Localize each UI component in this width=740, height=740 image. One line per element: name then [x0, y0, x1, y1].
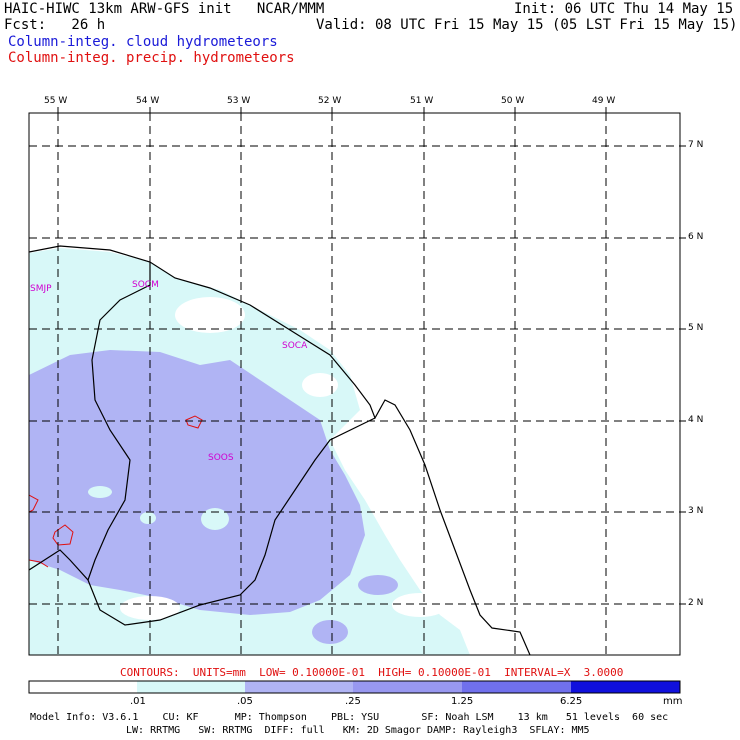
lon-label: 50 W: [501, 96, 525, 106]
colorbar-tick: .25: [345, 696, 361, 707]
precip-contour: [29, 559, 49, 568]
lon-label: 51 W: [410, 96, 434, 106]
lat-label: 2 N: [688, 598, 704, 608]
cloud-hole: [88, 486, 112, 498]
model-info-line1: Model Info: V3.6.1 CU: KF MP: Thompson P…: [30, 712, 669, 723]
cloud-hole: [140, 512, 156, 524]
station-label: SOCM: [132, 280, 159, 290]
field-cloud-label: Column-integ. cloud hydrometeors: [8, 34, 278, 50]
lat-label: 3 N: [688, 506, 704, 516]
lon-label: 55 W: [44, 96, 68, 106]
field-precip-label: Column-integ. precip. hydrometeors: [8, 50, 295, 66]
cloud-light-patch: [312, 620, 348, 644]
model-title: HAIC-HIWC 13km ARW-GFS init NCAR/MMM: [4, 1, 325, 17]
border: [87, 262, 151, 581]
lat-label: 6 N: [688, 232, 704, 242]
clear-patch: [175, 297, 245, 333]
station-label: SOCA: [282, 341, 308, 351]
station-label: SMJP: [30, 284, 52, 294]
lat-label: 5 N: [688, 323, 704, 333]
colorbar: [28, 680, 681, 694]
valid-time: Valid: 08 UTC Fri 15 May 15 (05 LST Fri …: [316, 17, 738, 33]
lon-label: 49 W: [592, 96, 616, 106]
lon-label: 53 W: [227, 96, 251, 106]
graticule: [29, 113, 680, 655]
lon-label: 54 W: [136, 96, 160, 106]
clear-patch: [392, 593, 448, 617]
clear-patch: [302, 373, 338, 397]
cloud-light-patch: [358, 575, 398, 595]
colorbar-tick: 1.25: [451, 696, 474, 707]
precip-contour: [185, 415, 203, 429]
colorbar-units: mm: [663, 696, 683, 707]
init-time: Init: 06 UTC Thu 14 May 15: [514, 1, 734, 17]
border: [29, 417, 376, 626]
colorbar-tick: 6.25: [560, 696, 583, 707]
cloud-hole: [201, 508, 229, 530]
lon-label: 52 W: [318, 96, 342, 106]
map-frame: [28, 112, 681, 656]
forecast-hour: Fcst: 26 h: [4, 17, 106, 33]
colorbar-tick: .01: [130, 696, 146, 707]
lat-label: 7 N: [688, 140, 704, 150]
contours-info: CONTOURS: UNITS=mm LOW= 0.10000E-01 HIGH…: [120, 666, 624, 679]
lat-label: 4 N: [688, 415, 704, 425]
cloud-medium-region: [29, 350, 365, 615]
precip-contour: [52, 524, 74, 546]
precip-contour: [29, 494, 39, 513]
station-label: SOOS: [208, 453, 234, 463]
model-info-line2: LW: RRTMG SW: RRTMG DIFF: full KM: 2D Sm…: [126, 725, 590, 736]
colorbar-tick: .05: [237, 696, 253, 707]
